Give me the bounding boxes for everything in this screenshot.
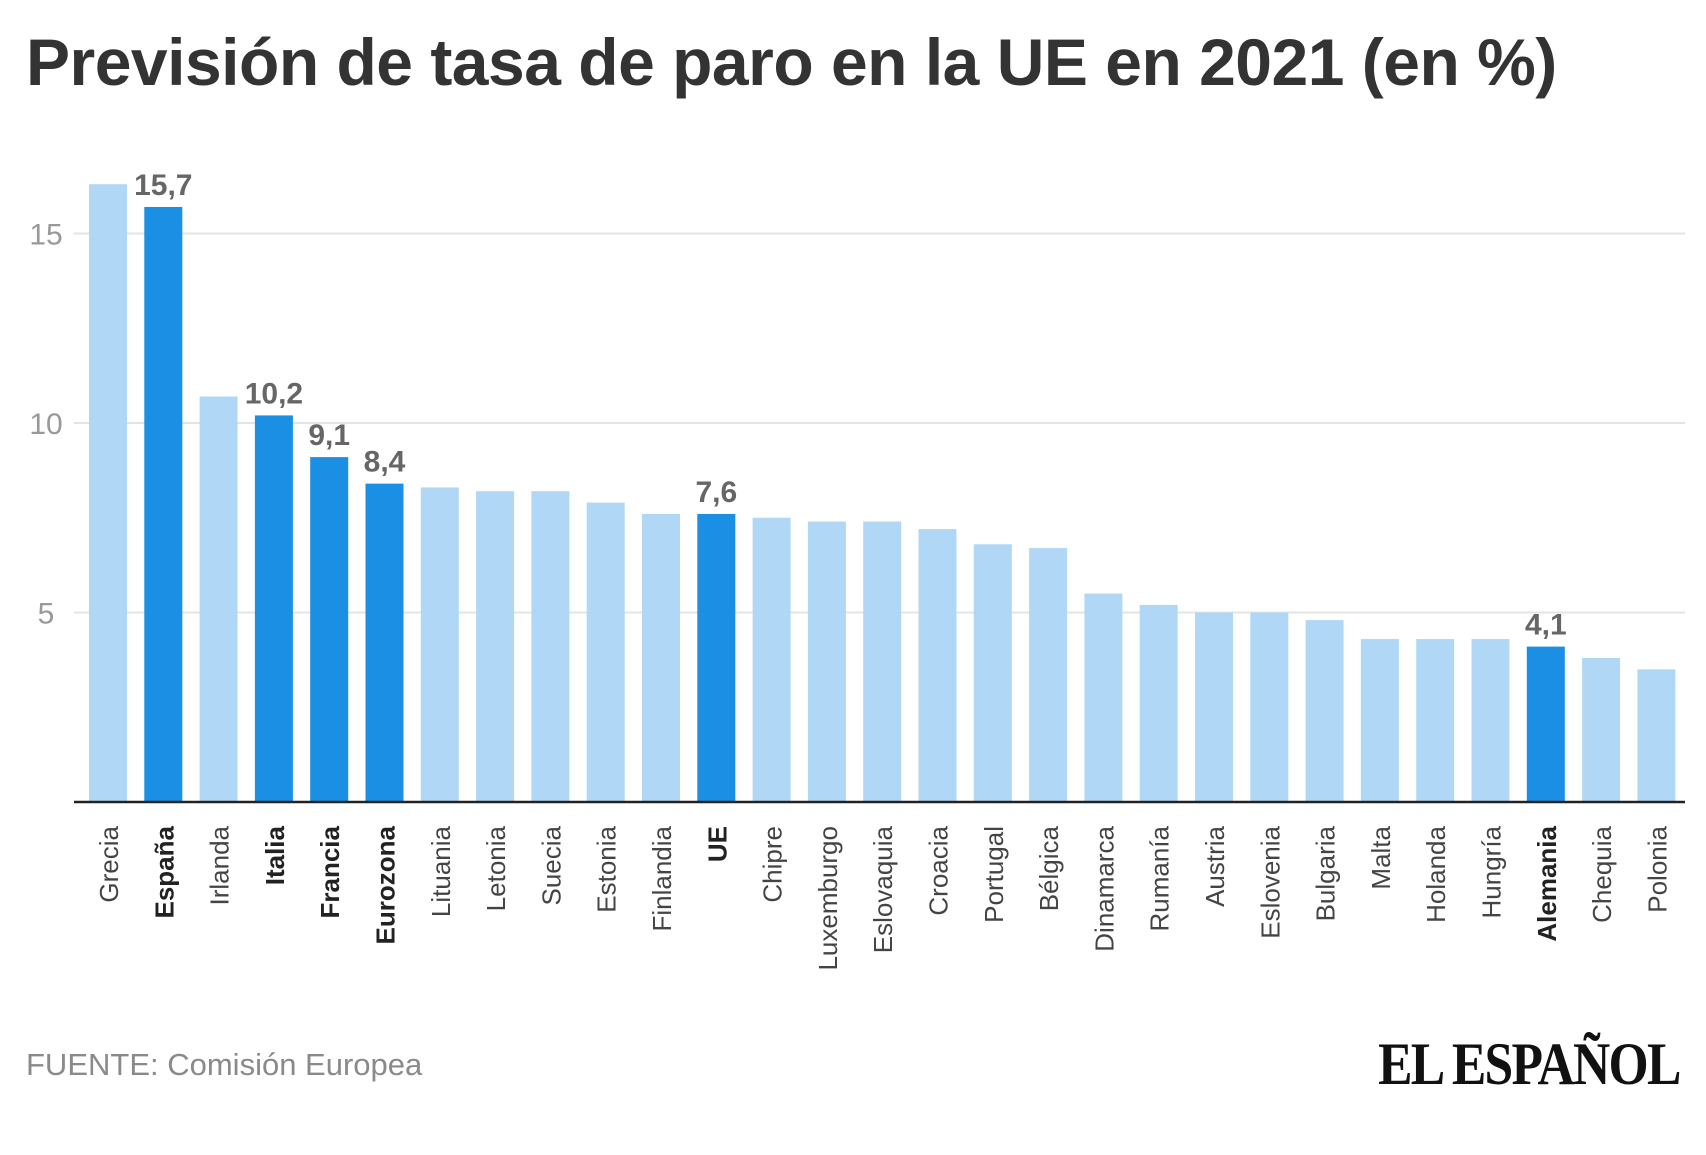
bar	[1416, 639, 1455, 802]
category-label: España	[149, 825, 179, 918]
data-labels: 15,7 10,29,1 8,4 7,6 4,1	[134, 169, 1567, 642]
category-label: Suecia	[536, 825, 566, 905]
category-label: Austria	[1200, 825, 1230, 906]
category-label: Croacia	[924, 825, 954, 915]
data-label: 4,1	[1525, 609, 1567, 642]
category-label: Portugal	[979, 826, 1009, 923]
bar	[199, 396, 238, 802]
category-labels: Grecia España Irlanda Italia Francia Eurozona…	[94, 825, 1672, 970]
bar	[586, 502, 625, 802]
y-tick-label: 15	[29, 219, 62, 252]
bar	[1195, 612, 1233, 802]
bar	[1305, 620, 1344, 802]
page-title: Previsión de tasa de paro en la UE en 20…	[26, 25, 1557, 99]
category-label: Chipre	[758, 826, 788, 903]
category-label: Hungría	[1477, 825, 1507, 918]
category-label: Malta	[1366, 825, 1396, 889]
category-label: Bélgica	[1034, 825, 1064, 911]
category-label: UE	[702, 826, 732, 862]
category-label: Eurozona	[371, 825, 401, 944]
category-label: Dinamarca	[1089, 825, 1119, 951]
bar	[1139, 604, 1178, 802]
bar	[365, 483, 404, 802]
bar	[642, 513, 680, 802]
category-label: Eslovaquia	[868, 825, 898, 953]
bar	[89, 184, 127, 803]
category-label: Luxemburgo	[813, 826, 843, 971]
bar	[1360, 639, 1399, 802]
bar	[807, 521, 846, 802]
category-label: Francia	[315, 825, 345, 918]
bar	[918, 529, 957, 802]
category-label: Lituania	[426, 825, 456, 917]
bar	[1582, 657, 1621, 802]
source-note: FUENTE: Comisión Europea	[26, 1047, 423, 1082]
bar	[531, 491, 570, 802]
bar	[254, 415, 293, 802]
y-tick-label: 5	[38, 598, 55, 631]
category-label: Polonia	[1642, 825, 1672, 912]
bar	[476, 491, 515, 802]
bar	[310, 457, 349, 802]
category-label: Rumanía	[1145, 825, 1175, 931]
category-label: Grecia	[94, 825, 124, 902]
y-tick-label: 10	[29, 408, 62, 441]
category-label: Bulgaria	[1311, 825, 1341, 921]
data-label: 9,1	[308, 419, 350, 452]
brand-logo: EL ESPAÑOL	[1378, 1031, 1681, 1097]
bar	[1526, 646, 1565, 802]
data-label: 7,6	[695, 476, 737, 509]
bar	[1471, 639, 1510, 802]
data-label: 10,2	[245, 377, 303, 410]
data-label: 15,7	[134, 169, 192, 202]
category-label: Estonia	[592, 825, 622, 912]
bar	[973, 544, 1012, 802]
category-label: Italia	[260, 825, 290, 885]
bar	[1029, 548, 1068, 802]
bar	[420, 487, 459, 802]
bar	[1250, 612, 1289, 802]
category-label: Eslovenia	[1255, 825, 1285, 938]
category-label: Chequia	[1587, 825, 1617, 922]
data-label: 8,4	[364, 446, 406, 479]
category-label: Alemania	[1532, 825, 1562, 941]
bar	[1637, 669, 1676, 802]
bar	[752, 517, 791, 802]
category-label: Finlandia	[647, 825, 677, 931]
bar	[697, 513, 736, 802]
bars	[89, 184, 1676, 803]
category-label: Irlanda	[205, 825, 235, 905]
category-label: Holanda	[1421, 825, 1451, 922]
bar	[863, 521, 902, 802]
bar	[144, 206, 183, 803]
bar	[1084, 593, 1123, 802]
category-label: Letonia	[481, 825, 511, 911]
